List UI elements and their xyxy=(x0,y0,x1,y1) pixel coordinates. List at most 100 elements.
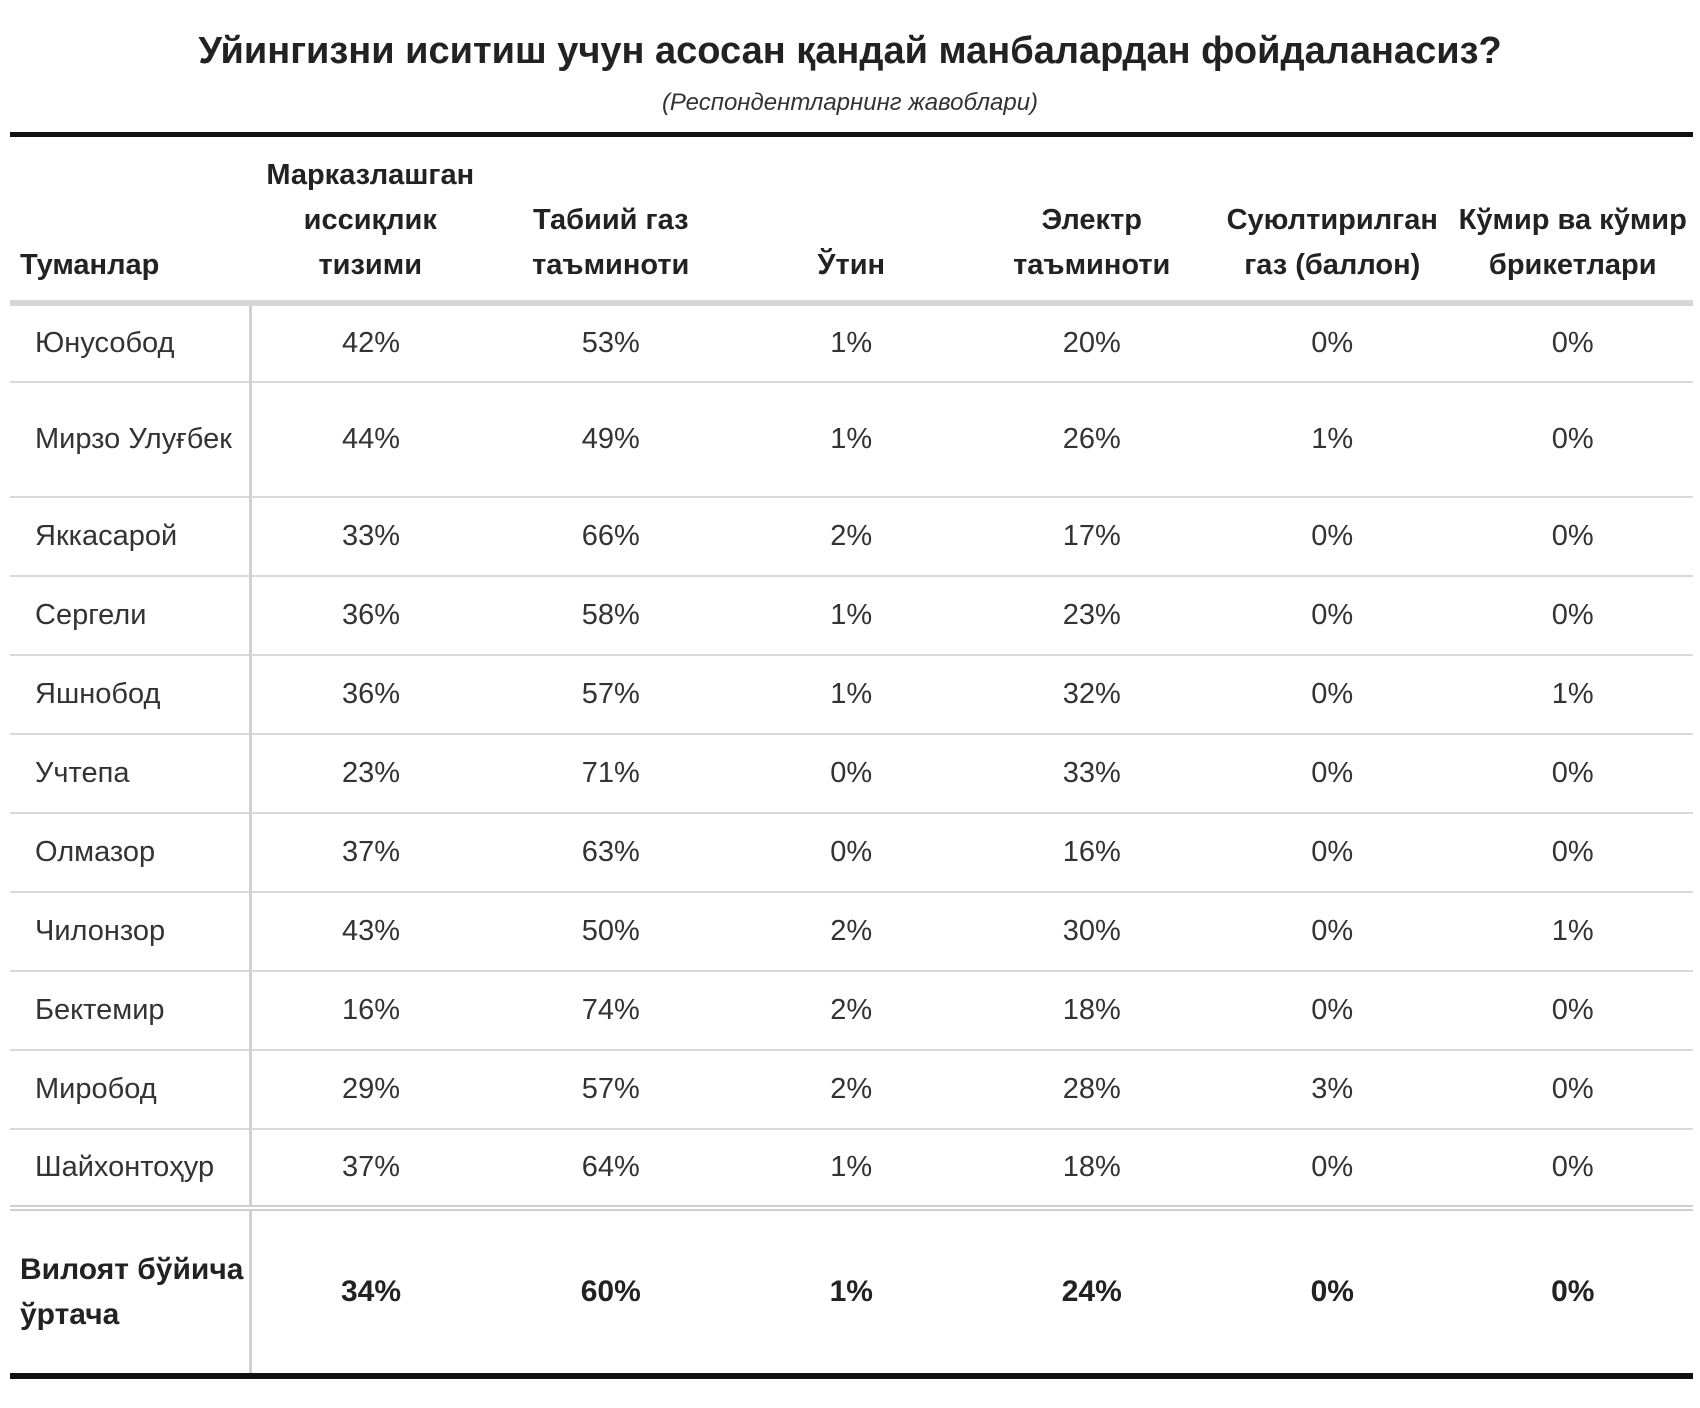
table-cell: 0% xyxy=(1452,970,1693,1051)
table-cell: 0% xyxy=(1452,1049,1693,1130)
table-cell: 16% xyxy=(250,970,491,1051)
header-cell-district: Туманлар xyxy=(10,132,250,306)
table-cell: 0% xyxy=(1212,812,1453,893)
table-cell: 0% xyxy=(1212,654,1453,735)
table-cell: 23% xyxy=(971,575,1212,656)
table-cell: 0% xyxy=(1452,733,1693,814)
table-cell: 74% xyxy=(490,970,731,1051)
table-cell: 44% xyxy=(250,381,491,498)
total-cell: 0% xyxy=(1452,1207,1693,1379)
table-cell: 1% xyxy=(731,1128,972,1211)
table-cell: 32% xyxy=(971,654,1212,735)
table-row: Миробод 29% 57% 2% 28% 3% 0% xyxy=(10,1049,1693,1130)
table-cell: 49% xyxy=(490,381,731,498)
table-cell: 3% xyxy=(1212,1049,1453,1130)
table-cell: 0% xyxy=(1452,381,1693,498)
table-cell: 0% xyxy=(1452,812,1693,893)
table-cell: 23% xyxy=(250,733,491,814)
table-cell: 20% xyxy=(971,302,1212,383)
table-cell: 0% xyxy=(1212,1128,1453,1211)
district-name: Чилонзор xyxy=(10,891,252,972)
table-header: Туманлар Марказлашган иссиқлик тизими Та… xyxy=(10,132,1693,306)
header-cell-coal: Кўмир ва кўмир брикетлари xyxy=(1452,132,1693,306)
table-cell: 58% xyxy=(490,575,731,656)
table-cell: 0% xyxy=(1212,970,1453,1051)
table-cell: 1% xyxy=(1452,891,1693,972)
table-row: Шайхонтоҳур 37% 64% 1% 18% 0% 0% xyxy=(10,1128,1693,1211)
table-cell: 0% xyxy=(1212,575,1453,656)
table-cell: 0% xyxy=(731,733,972,814)
header-cell-central-heating: Марказлашган иссиқлик тизими xyxy=(250,132,491,306)
total-cell: 1% xyxy=(731,1207,972,1379)
district-name: Бектемир xyxy=(10,970,252,1051)
table-row: Юнусобод 42% 53% 1% 20% 0% 0% xyxy=(10,302,1693,383)
table-cell: 2% xyxy=(731,891,972,972)
total-row: Вилоят бўйича ўртача 34% 60% 1% 24% 0% 0… xyxy=(10,1207,1693,1379)
header-cell-firewood: Ўтин xyxy=(731,132,972,306)
total-cell: 34% xyxy=(250,1207,491,1379)
table-cell: 33% xyxy=(971,733,1212,814)
table-cell: 2% xyxy=(731,1049,972,1130)
table-cell: 33% xyxy=(250,496,491,577)
table-cell: 0% xyxy=(1452,575,1693,656)
table-cell: 18% xyxy=(971,970,1212,1051)
table-cell: 0% xyxy=(1212,302,1453,383)
table-cell: 18% xyxy=(971,1128,1212,1211)
table-cell: 50% xyxy=(490,891,731,972)
table-cell: 30% xyxy=(971,891,1212,972)
table-cell: 2% xyxy=(731,496,972,577)
district-name: Юнусобод xyxy=(10,302,252,383)
table-cell: 0% xyxy=(1452,302,1693,383)
table-cell: 29% xyxy=(250,1049,491,1130)
header-cell-liquefied-gas: Суюлтирилган газ (баллон) xyxy=(1212,132,1453,306)
table-cell: 36% xyxy=(250,575,491,656)
table-cell: 42% xyxy=(250,302,491,383)
table-cell: 43% xyxy=(250,891,491,972)
header-cell-electricity: Электр таъминоти xyxy=(971,132,1212,306)
total-cell: 60% xyxy=(490,1207,731,1379)
table-cell: 2% xyxy=(731,970,972,1051)
total-label: Вилоят бўйича ўртача xyxy=(10,1207,252,1379)
table-row: Чилонзор 43% 50% 2% 30% 0% 1% xyxy=(10,891,1693,972)
district-name: Шайхонтоҳур xyxy=(10,1128,252,1211)
table-cell: 28% xyxy=(971,1049,1212,1130)
table-cell: 17% xyxy=(971,496,1212,577)
district-name: Яккасарой xyxy=(10,496,252,577)
total-cell: 24% xyxy=(971,1207,1212,1379)
table-cell: 53% xyxy=(490,302,731,383)
table-container: Туманлар Марказлашган иссиқлик тизими Та… xyxy=(10,132,1693,1379)
table-cell: 1% xyxy=(731,302,972,383)
table-cell: 0% xyxy=(731,812,972,893)
total-cell: 0% xyxy=(1212,1207,1453,1379)
table-cell: 1% xyxy=(731,654,972,735)
district-name: Миробод xyxy=(10,1049,252,1130)
table-cell: 0% xyxy=(1212,496,1453,577)
table-cell: 0% xyxy=(1212,891,1453,972)
table-cell: 71% xyxy=(490,733,731,814)
district-name: Учтепа xyxy=(10,733,252,814)
table-cell: 1% xyxy=(731,575,972,656)
page-title: Уйингизни иситиш учун асосан қандай манб… xyxy=(198,30,1502,72)
table-cell: 0% xyxy=(1452,496,1693,577)
table-cell: 57% xyxy=(490,654,731,735)
district-name: Яшнобод xyxy=(10,654,252,735)
table-cell: 37% xyxy=(250,812,491,893)
data-table: Туманлар Марказлашган иссиқлик тизими Та… xyxy=(10,132,1693,1379)
table-cell: 57% xyxy=(490,1049,731,1130)
page-subtitle: (Респондентларнинг жавоблари) xyxy=(661,89,1039,116)
table-footer: Вилоят бўйича ўртача 34% 60% 1% 24% 0% 0… xyxy=(10,1207,1693,1379)
table-cell: 0% xyxy=(1452,1128,1693,1211)
table-cell: 36% xyxy=(250,654,491,735)
table-cell: 63% xyxy=(490,812,731,893)
table-body: Юнусобод 42% 53% 1% 20% 0% 0% Мирзо Улуғбек 44% 4… xyxy=(10,302,1693,1211)
table-row: Бектемир 16% 74% 2% 18% 0% 0% xyxy=(10,970,1693,1051)
table-cell: 26% xyxy=(971,381,1212,498)
table-row: Яшнобод 36% 57% 1% 32% 0% 1% xyxy=(10,654,1693,735)
table-cell: 16% xyxy=(971,812,1212,893)
table-row: Сергели 36% 58% 1% 23% 0% 0% xyxy=(10,575,1693,656)
table-cell: 37% xyxy=(250,1128,491,1211)
table-row: Учтепа 23% 71% 0% 33% 0% 0% xyxy=(10,733,1693,814)
district-name: Сергели xyxy=(10,575,252,656)
table-cell: 1% xyxy=(1452,654,1693,735)
table-cell: 1% xyxy=(1212,381,1453,498)
